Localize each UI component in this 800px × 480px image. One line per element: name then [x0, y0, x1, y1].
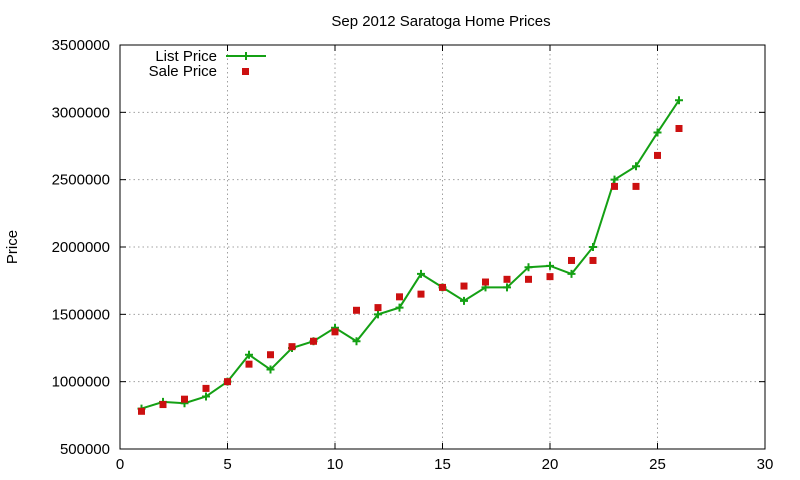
point-sale-price [374, 304, 382, 312]
point-sale-price [159, 401, 167, 409]
x-tick-label: 0 [116, 456, 124, 473]
point-sale-price [138, 407, 145, 415]
x-tick-label: 20 [542, 456, 559, 473]
y-tick-label: 1000000 [52, 374, 110, 391]
point-sale-price [503, 275, 511, 283]
y-tick-label: 2000000 [52, 239, 110, 256]
x-tick-label: 15 [434, 456, 451, 473]
x-tick-label: 5 [223, 456, 231, 473]
point-list-price [589, 243, 597, 251]
point-list-price [675, 96, 683, 105]
legend: List Price Sale Price [149, 48, 266, 80]
point-sale-price [353, 306, 360, 314]
point-list-price [632, 162, 640, 171]
point-list-price [610, 175, 619, 184]
ticks: 0 5 10 15 20 25 30 500000 1000000 1500000 2000000 2… [52, 37, 774, 473]
series-list-price [137, 96, 683, 413]
point-sale-price [460, 282, 468, 290]
point-sale-price [396, 293, 403, 301]
y-tick-label: 2500000 [52, 172, 110, 189]
y-tick-label: 1500000 [52, 306, 110, 323]
point-sale-price [525, 275, 532, 283]
point-list-price [503, 283, 511, 292]
point-sale-price [546, 273, 554, 281]
point-list-price [266, 365, 275, 374]
legend-label-list-price: List Price [155, 48, 217, 65]
y-tick-label: 3500000 [52, 37, 110, 54]
point-sale-price [245, 360, 253, 368]
point-sale-price [288, 343, 296, 351]
point-sale-price [589, 256, 597, 264]
x-tick-label: 30 [757, 456, 774, 473]
point-sale-price [632, 182, 640, 190]
point-list-price [202, 392, 210, 401]
plot-frame [119, 44, 766, 450]
point-list-price [245, 350, 253, 359]
point-sale-price [568, 256, 575, 264]
point-sale-price [417, 290, 425, 298]
y-axis-label: Price [4, 230, 21, 264]
legend-marker-sale-price [242, 68, 249, 75]
point-sale-price [675, 124, 683, 132]
x-tick-label: 10 [327, 456, 344, 473]
chart-title: Sep 2012 Saratoga Home Prices [331, 13, 550, 30]
point-sale-price [439, 283, 446, 291]
series-layer [137, 96, 683, 415]
point-list-price [524, 263, 533, 272]
point-list-price [395, 303, 404, 312]
point-list-price [374, 310, 382, 319]
point-sale-price [611, 182, 618, 190]
series-sale-price [138, 124, 683, 415]
point-sale-price [181, 395, 188, 403]
point-sale-price [310, 337, 317, 345]
legend-label-sale-price: Sale Price [149, 63, 217, 80]
point-sale-price [267, 351, 274, 359]
series-line-list-price [141, 99, 680, 410]
x-tick-label: 25 [649, 456, 666, 473]
point-sale-price [224, 378, 231, 386]
legend-marker-list-price [242, 52, 250, 60]
point-list-price [653, 128, 662, 137]
point-list-price [567, 269, 576, 278]
point-list-price [417, 269, 425, 278]
y-tick-label: 500000 [60, 441, 110, 458]
point-sale-price [202, 384, 210, 392]
point-list-price [546, 261, 554, 270]
point-sale-price [331, 328, 339, 336]
point-sale-price [482, 278, 489, 286]
point-list-price [460, 296, 468, 305]
y-tick-label: 3000000 [52, 104, 110, 121]
point-sale-price [654, 151, 661, 159]
point-list-price [352, 337, 361, 346]
